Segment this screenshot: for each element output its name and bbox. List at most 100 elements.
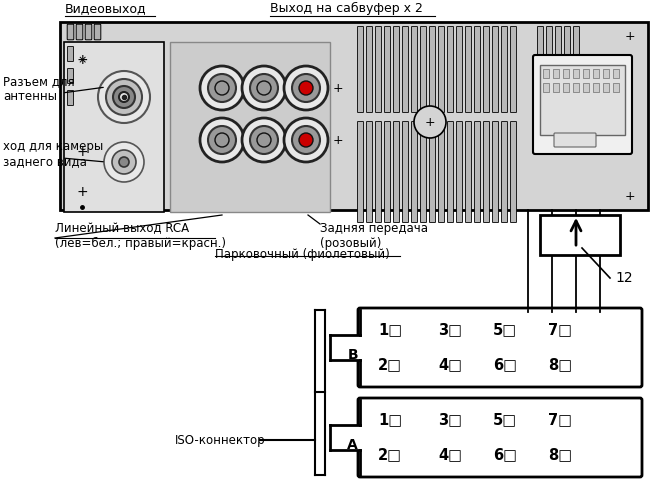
FancyBboxPatch shape (376, 122, 381, 223)
Text: 5□: 5□ (493, 323, 517, 337)
Circle shape (299, 81, 313, 95)
FancyBboxPatch shape (438, 122, 444, 223)
Bar (64, 42, 164, 212)
FancyBboxPatch shape (385, 27, 391, 112)
FancyBboxPatch shape (484, 122, 490, 223)
Text: 6□: 6□ (493, 358, 517, 372)
FancyBboxPatch shape (475, 27, 480, 112)
Circle shape (215, 133, 229, 147)
FancyBboxPatch shape (67, 90, 73, 105)
Text: A: A (347, 438, 358, 452)
FancyBboxPatch shape (510, 122, 517, 223)
Circle shape (98, 71, 150, 123)
FancyBboxPatch shape (492, 122, 498, 223)
FancyBboxPatch shape (366, 27, 372, 112)
Text: USB: USB (574, 138, 591, 146)
Bar (330, 335, 360, 360)
Text: +: + (76, 145, 88, 159)
FancyBboxPatch shape (502, 27, 508, 112)
Text: 3□: 3□ (438, 323, 462, 337)
Text: Задняя передача
(розовый): Задняя передача (розовый) (320, 222, 428, 250)
Text: 3□: 3□ (438, 413, 462, 428)
FancyBboxPatch shape (67, 69, 73, 84)
Bar (60, 22, 648, 210)
Circle shape (200, 66, 244, 110)
FancyBboxPatch shape (564, 27, 570, 83)
Text: 4□: 4□ (438, 448, 462, 463)
Text: +: + (333, 134, 343, 146)
FancyBboxPatch shape (366, 122, 372, 223)
Bar (563, 69, 569, 78)
Circle shape (242, 118, 286, 162)
FancyBboxPatch shape (554, 133, 596, 147)
FancyBboxPatch shape (546, 27, 552, 83)
Circle shape (250, 126, 278, 154)
Circle shape (257, 133, 271, 147)
Text: 12: 12 (615, 271, 633, 285)
Text: 1□: 1□ (378, 413, 402, 428)
Bar (603, 83, 609, 92)
Text: ход для камеры
заднего вида: ход для камеры заднего вида (3, 140, 103, 168)
Text: 2□: 2□ (378, 448, 402, 463)
Bar (613, 83, 619, 92)
Bar (583, 69, 589, 78)
Circle shape (242, 66, 286, 110)
Circle shape (215, 81, 229, 95)
FancyBboxPatch shape (465, 122, 471, 223)
Bar (540, 215, 620, 255)
Text: 1□: 1□ (378, 323, 402, 337)
FancyBboxPatch shape (574, 27, 579, 83)
Text: Парковочный (фиолетовый): Парковочный (фиолетовый) (215, 248, 390, 261)
FancyBboxPatch shape (76, 24, 82, 40)
Text: 4□: 4□ (438, 358, 462, 372)
Text: Разъем для
антенны: Разъем для антенны (3, 75, 75, 103)
FancyBboxPatch shape (358, 308, 642, 387)
FancyBboxPatch shape (376, 27, 381, 112)
Text: Линейный выход RCA
(лев=бел.; правый=красн.): Линейный выход RCA (лев=бел.; правый=кра… (55, 222, 226, 250)
Text: +: + (76, 53, 88, 67)
FancyBboxPatch shape (393, 122, 399, 223)
FancyBboxPatch shape (484, 27, 490, 112)
FancyBboxPatch shape (430, 27, 436, 112)
Text: ×: × (77, 55, 86, 65)
Text: ISO-коннектор: ISO-коннектор (175, 434, 265, 447)
Text: Выход на сабвуфер x 2: Выход на сабвуфер x 2 (270, 2, 423, 15)
Text: 2□: 2□ (378, 358, 402, 372)
FancyBboxPatch shape (411, 122, 418, 223)
Text: 7□: 7□ (548, 323, 572, 337)
Circle shape (414, 106, 446, 138)
Text: +: + (333, 82, 343, 94)
FancyBboxPatch shape (403, 27, 409, 112)
FancyBboxPatch shape (457, 122, 463, 223)
Circle shape (113, 86, 135, 108)
Circle shape (208, 126, 236, 154)
FancyBboxPatch shape (492, 27, 498, 112)
Text: 8□: 8□ (548, 358, 572, 372)
FancyBboxPatch shape (556, 89, 562, 145)
FancyBboxPatch shape (393, 27, 399, 112)
Bar (593, 83, 599, 92)
FancyBboxPatch shape (502, 122, 508, 223)
Circle shape (284, 66, 328, 110)
Text: 7□: 7□ (548, 413, 572, 428)
Circle shape (200, 118, 244, 162)
FancyBboxPatch shape (574, 89, 579, 145)
FancyBboxPatch shape (457, 27, 463, 112)
FancyBboxPatch shape (430, 122, 436, 223)
Text: 8□: 8□ (548, 448, 572, 463)
FancyBboxPatch shape (447, 27, 453, 112)
Circle shape (112, 150, 136, 174)
Text: +: + (624, 190, 636, 203)
FancyBboxPatch shape (67, 47, 73, 62)
Circle shape (257, 81, 271, 95)
FancyArrowPatch shape (571, 221, 581, 245)
FancyBboxPatch shape (533, 55, 632, 154)
FancyBboxPatch shape (358, 122, 364, 223)
FancyBboxPatch shape (358, 27, 364, 112)
FancyBboxPatch shape (403, 122, 409, 223)
Circle shape (284, 118, 328, 162)
Text: Видеовыход: Видеовыход (65, 2, 147, 15)
Bar (613, 69, 619, 78)
Bar (573, 69, 579, 78)
Circle shape (208, 74, 236, 102)
